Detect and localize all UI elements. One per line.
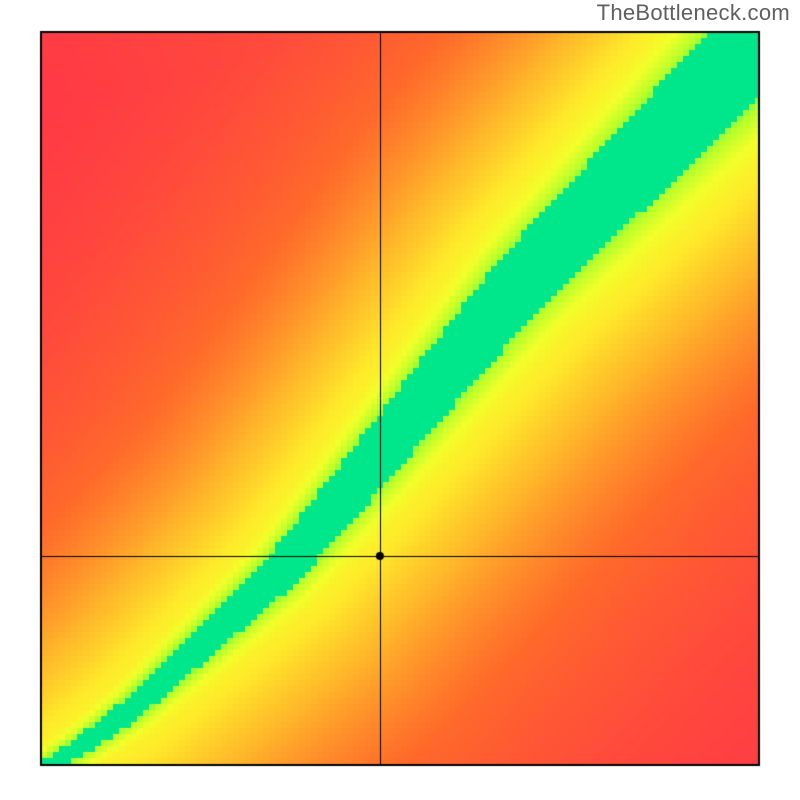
chart-container: { "watermark": "TheBottleneck.com", "cha…	[0, 0, 800, 800]
bottleneck-heatmap	[0, 0, 800, 800]
watermark-text: TheBottleneck.com	[597, 0, 790, 26]
